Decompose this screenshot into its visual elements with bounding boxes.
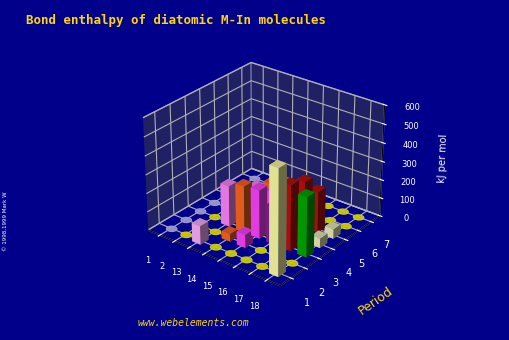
Text: www.webelements.com: www.webelements.com [138, 318, 249, 328]
Text: Bond enthalpy of diatomic M-In molecules: Bond enthalpy of diatomic M-In molecules [25, 14, 325, 27]
Text: © 1998,1999 Mark W: © 1998,1999 Mark W [3, 191, 8, 251]
Y-axis label: Period: Period [355, 285, 394, 318]
